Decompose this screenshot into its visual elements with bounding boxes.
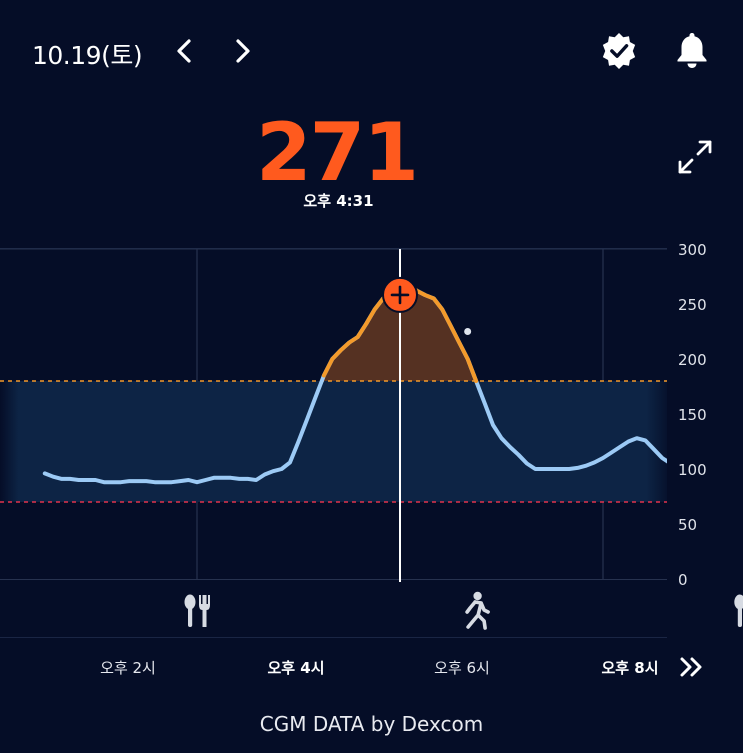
current-point-marker — [382, 276, 418, 313]
chevron-right-icon[interactable] — [229, 38, 255, 64]
y-tick-label: 50 — [678, 516, 697, 534]
x-tick-label: 오후 2시 — [100, 659, 156, 677]
glucose-chart[interactable]: 300 250 200 150 100 50 0 — [0, 240, 743, 640]
y-tick-label: 0 — [678, 571, 688, 589]
verified-badge-icon[interactable] — [600, 32, 638, 70]
bell-icon[interactable] — [672, 30, 712, 70]
x-tick-label: 오후 8시 — [601, 659, 659, 677]
y-tick-label: 300 — [678, 241, 707, 259]
y-tick-label: 250 — [678, 296, 707, 314]
date-label: 10.19(토) — [32, 41, 143, 70]
data-source-footer: CGM DATA by Dexcom — [259, 712, 484, 736]
fork-knife-icon[interactable] — [734, 594, 743, 628]
fork-knife-icon[interactable] — [184, 594, 211, 628]
x-tick-label: 오후 4시 — [267, 659, 325, 677]
walking-person-icon[interactable] — [465, 591, 490, 630]
y-tick-label: 200 — [678, 351, 707, 369]
current-glucose-value: 271 — [256, 106, 419, 199]
y-tick-label: 100 — [678, 461, 707, 479]
double-chevron-right-icon[interactable] — [679, 656, 705, 678]
expand-icon[interactable] — [677, 139, 713, 175]
current-reading-time: 오후 4:31 — [303, 192, 374, 210]
x-tick-label: 오후 6시 — [434, 659, 490, 677]
reading-dot — [464, 328, 472, 335]
chevron-left-icon[interactable] — [172, 38, 198, 64]
y-tick-label: 150 — [678, 406, 707, 424]
